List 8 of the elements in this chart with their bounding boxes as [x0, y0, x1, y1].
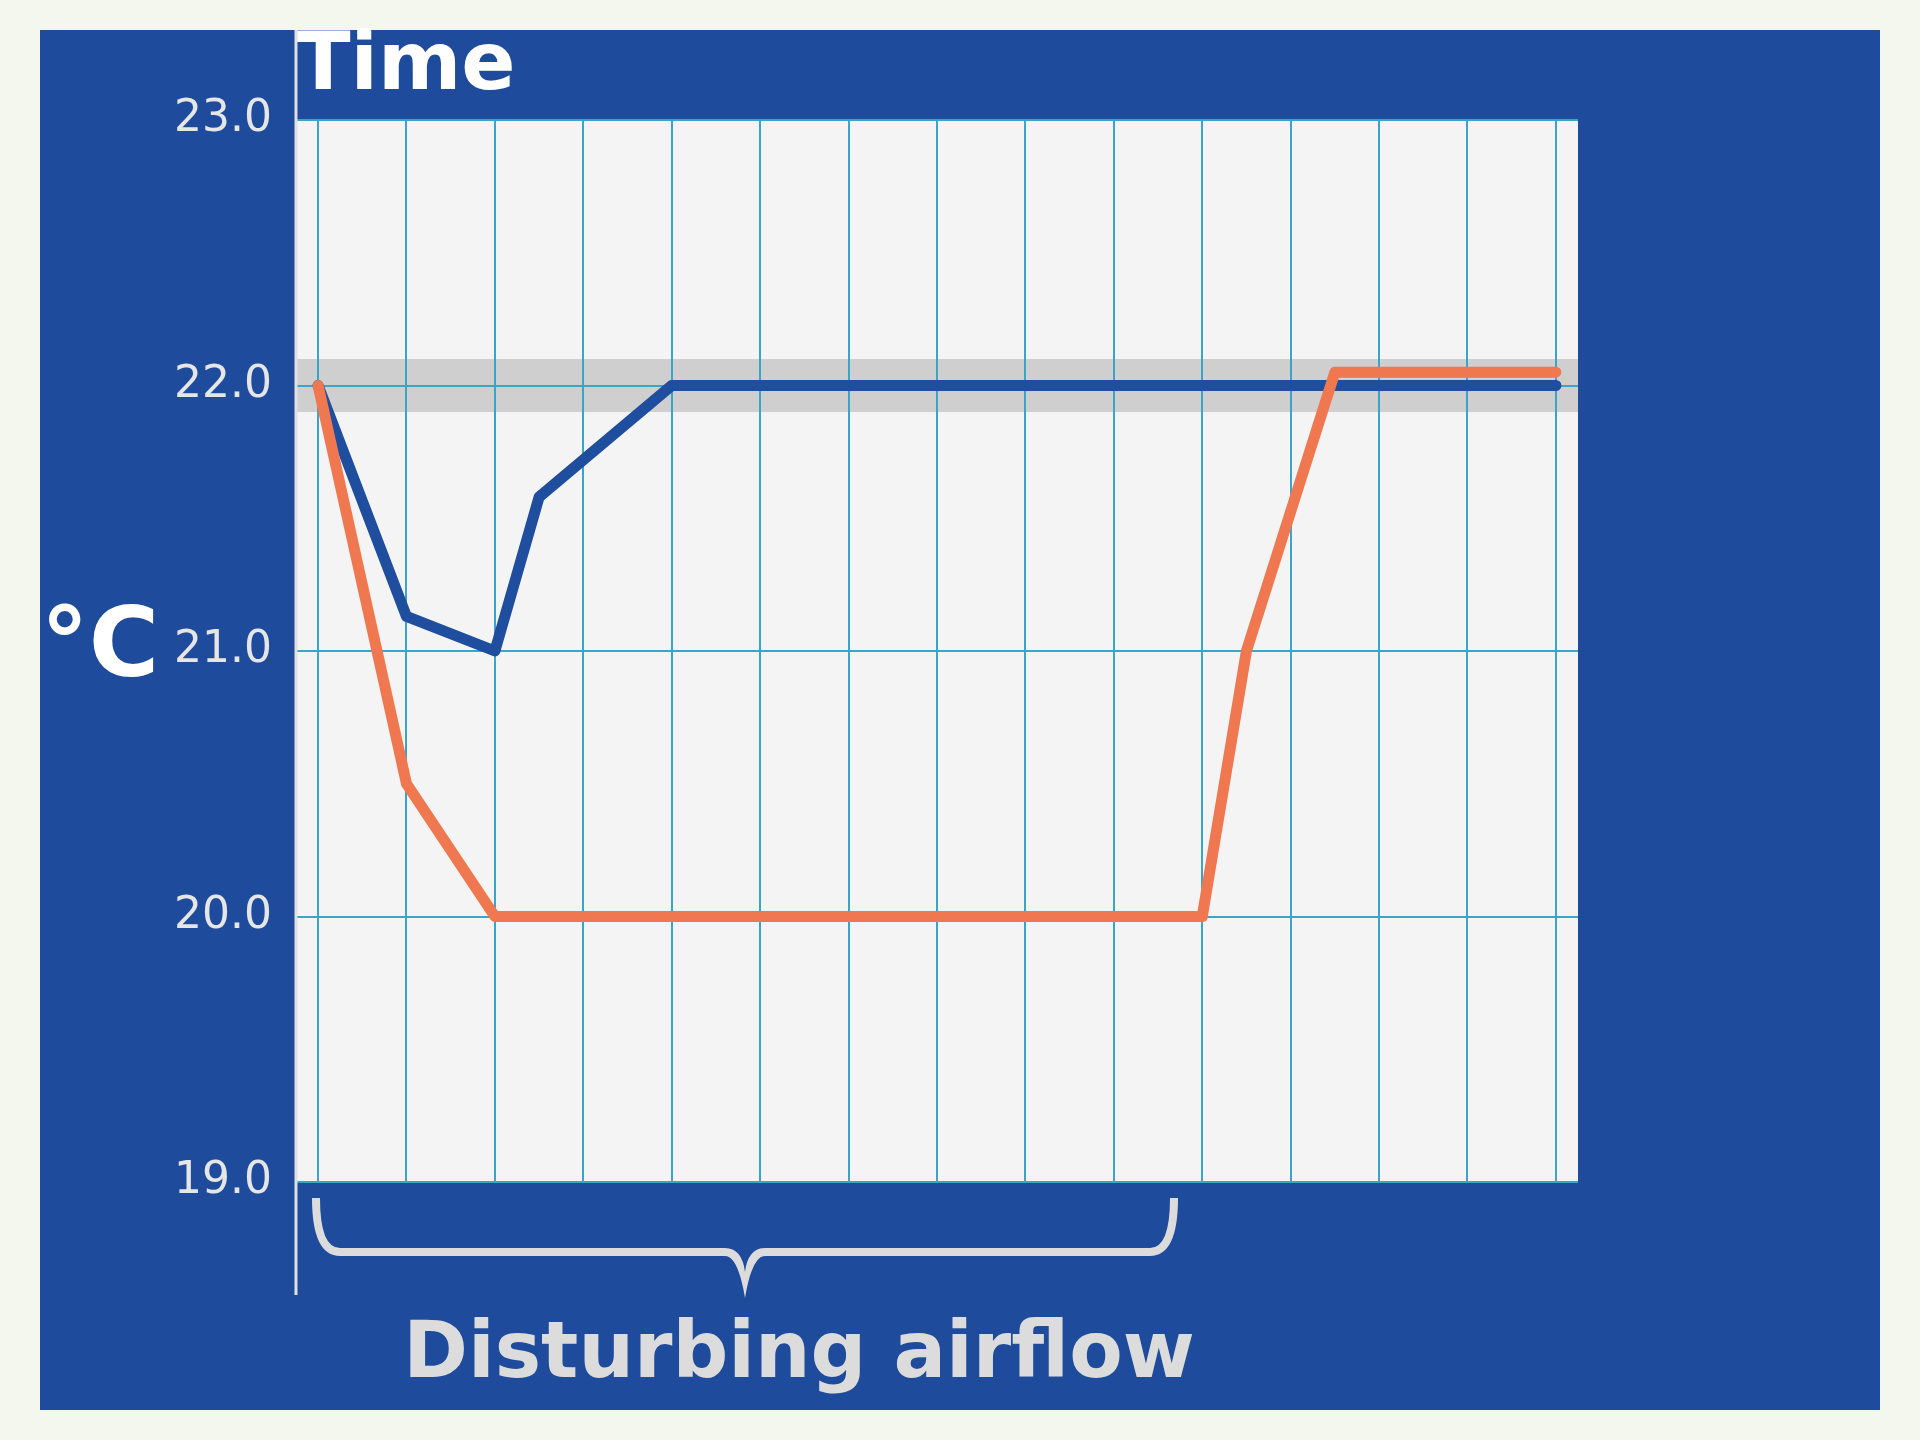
x-axis-title: Time: [295, 14, 516, 108]
y-axis-title: °C: [40, 586, 160, 699]
y-tick-label: 19.0: [174, 1152, 272, 1204]
y-tick-label: 20.0: [174, 886, 272, 938]
y-tick-label: 22.0: [174, 355, 272, 407]
y-tick-label: 21.0: [174, 621, 272, 673]
text: Disturbing airflow: [402, 1305, 1196, 1395]
y-tick-label: 23.0: [174, 90, 272, 142]
